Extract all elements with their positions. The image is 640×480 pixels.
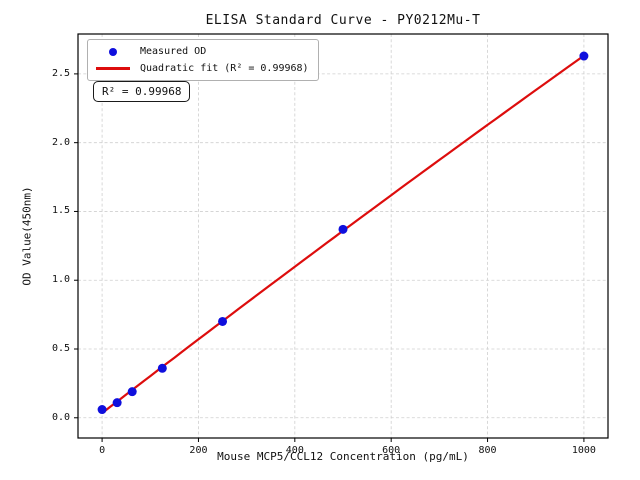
- y-tick-label: 1.5: [51, 205, 70, 217]
- legend: Measured OD Quadratic fit (R² = 0.99968): [87, 39, 319, 81]
- y-tick-label: 1.0: [51, 274, 70, 286]
- fit-line-icon: [96, 67, 130, 70]
- legend-item-quadratic-fit: Quadratic fit (R² = 0.99968): [95, 62, 309, 75]
- scatter-point-icon: [109, 47, 117, 56]
- legend-label-quadratic-fit: Quadratic fit (R² = 0.99968): [140, 63, 309, 74]
- legend-item-measured-od: Measured OD: [95, 45, 309, 58]
- data-point: [127, 387, 137, 397]
- x-tick-label: 1000: [571, 445, 596, 456]
- x-tick-label: 600: [382, 445, 401, 456]
- quadratic-fit-line: [101, 54, 585, 414]
- legend-handle: [95, 67, 131, 70]
- y-axis-label: OD Value(450nm): [20, 186, 34, 286]
- x-tick-label: 200: [189, 445, 208, 456]
- r-squared-annotation: R² = 0.99968: [93, 81, 191, 102]
- y-tick-label: 2.5: [51, 67, 70, 79]
- x-tick-label: 400: [285, 445, 304, 456]
- y-tick-label: 2.0: [51, 136, 70, 148]
- legend-label-measured-od: Measured OD: [140, 46, 207, 57]
- y-tick-label: 0.5: [51, 343, 70, 354]
- x-tick-label: 0: [99, 445, 106, 456]
- plot-border: [77, 33, 609, 439]
- x-axis-label: Mouse MCP5/CCL12 Concentration (pg/mL): [217, 450, 469, 463]
- data-point: [97, 405, 107, 415]
- data-point: [218, 316, 228, 326]
- data-point: [112, 398, 122, 408]
- data-point: [157, 363, 167, 373]
- y-tick-label: 0.0: [51, 411, 70, 423]
- legend-handle: [95, 47, 131, 56]
- chart-title: ELISA Standard Curve - PY0212Mu-T: [205, 13, 481, 28]
- data-point: [579, 51, 589, 61]
- data-point: [338, 224, 348, 234]
- x-tick-label: 800: [478, 445, 497, 456]
